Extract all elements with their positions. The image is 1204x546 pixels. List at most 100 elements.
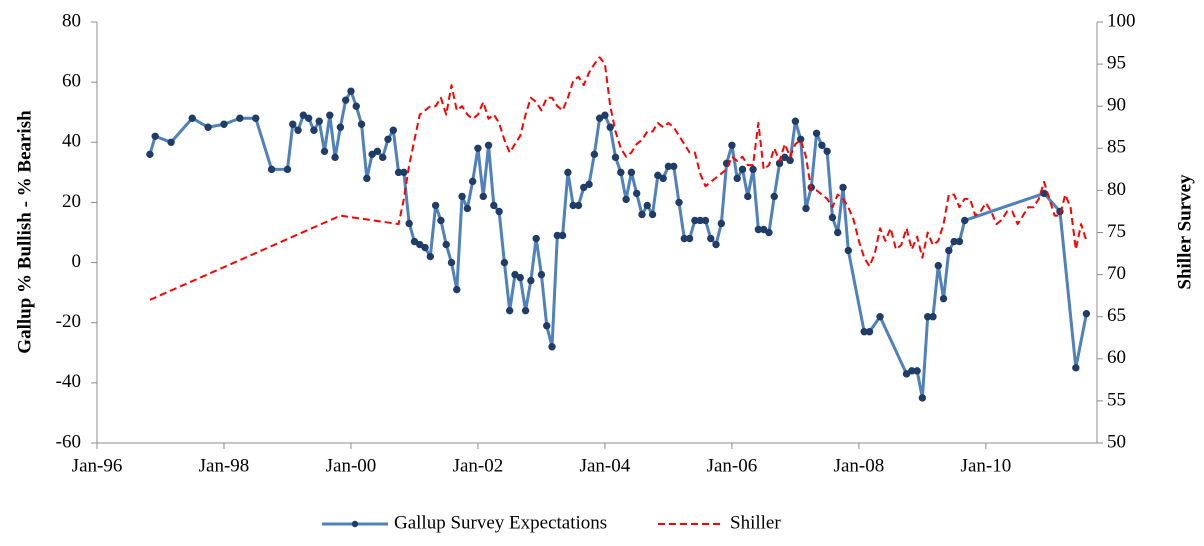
data-point — [437, 216, 445, 225]
data-point — [352, 102, 360, 110]
data-point — [521, 306, 530, 315]
y2-tick-label: 75 — [1107, 221, 1126, 242]
data-point — [770, 192, 778, 201]
data-point — [622, 195, 630, 204]
data-point — [289, 120, 297, 128]
data-point — [294, 126, 302, 134]
data-point — [188, 114, 196, 122]
y2-tick-label: 80 — [1107, 179, 1126, 200]
x-tick-label: Jan-10 — [961, 455, 1012, 476]
data-point — [929, 313, 937, 321]
data-point — [516, 273, 524, 282]
data-point — [786, 156, 794, 165]
data-point — [818, 141, 826, 149]
data-point — [389, 126, 397, 134]
data-point — [934, 261, 942, 270]
data-point — [357, 120, 366, 128]
data-point — [421, 243, 429, 252]
data-point — [220, 120, 228, 128]
y-tick-label: -40 — [56, 371, 81, 392]
data-point — [611, 153, 620, 162]
data-point — [955, 237, 964, 246]
data-point — [945, 246, 953, 255]
x-tick-label: Jan-02 — [453, 455, 504, 476]
data-point — [823, 147, 831, 156]
data-point — [431, 201, 440, 210]
data-point — [876, 313, 884, 321]
data-point — [738, 165, 747, 174]
data-point — [304, 114, 313, 122]
series-line — [149, 56, 1088, 301]
data-point — [961, 216, 969, 225]
data-point — [347, 87, 355, 95]
y2-axis-title: Shiller Survey — [1174, 174, 1195, 290]
y-tick-label: 60 — [62, 71, 81, 92]
data-point — [791, 117, 800, 125]
data-point — [537, 270, 546, 279]
x-tick-label: Jan-00 — [326, 455, 377, 476]
y2-tick-label: 90 — [1107, 95, 1126, 116]
data-point — [500, 258, 509, 267]
data-point — [447, 258, 456, 267]
data-point — [844, 246, 853, 255]
data-point — [606, 123, 614, 131]
data-point — [384, 135, 392, 143]
data-point — [749, 165, 757, 174]
y-tick-label: 20 — [62, 191, 81, 212]
x-tick-label: Jan-06 — [707, 455, 758, 476]
data-point — [379, 153, 387, 162]
data-point — [627, 168, 636, 177]
data-point — [336, 123, 345, 131]
data-point — [405, 219, 413, 228]
data-point — [828, 213, 837, 222]
y-tick-label: 0 — [72, 251, 82, 272]
legend-label: Shiller — [730, 512, 781, 533]
data-point — [939, 294, 948, 303]
data-point — [453, 285, 461, 294]
legend-marker — [351, 520, 359, 528]
data-point — [558, 231, 567, 240]
data-point — [648, 210, 657, 219]
data-point — [728, 141, 736, 149]
data-point — [532, 234, 540, 243]
data-point — [685, 234, 694, 243]
data-point — [744, 192, 752, 201]
data-point — [490, 201, 498, 210]
data-point — [913, 367, 921, 375]
y2-tick-label: 85 — [1107, 137, 1126, 158]
data-point — [495, 207, 503, 216]
data-point — [834, 228, 842, 237]
data-point — [617, 168, 625, 177]
data-point — [146, 150, 154, 159]
data-point — [527, 276, 535, 285]
x-tick-label: Jan-96 — [72, 455, 123, 476]
data-point — [167, 138, 175, 146]
data-point — [585, 180, 593, 189]
data-point — [151, 132, 159, 140]
data-point — [670, 162, 678, 171]
y-tick-label: 80 — [62, 10, 81, 31]
data-point — [283, 165, 292, 174]
y2-tick-label: 70 — [1107, 263, 1126, 284]
y-tick-label: 40 — [62, 131, 81, 152]
data-point — [320, 147, 329, 156]
data-point — [474, 144, 482, 153]
data-point — [341, 96, 350, 104]
y2-tick-label: 100 — [1107, 10, 1136, 31]
data-point — [315, 117, 323, 125]
data-point — [463, 204, 472, 213]
data-point — [326, 111, 334, 119]
y2-tick-label: 60 — [1107, 347, 1126, 368]
y2-tick-label: 95 — [1107, 52, 1126, 73]
data-point — [574, 201, 583, 210]
data-point — [363, 174, 371, 183]
data-point — [632, 189, 641, 198]
y2-tick-label: 65 — [1107, 305, 1126, 326]
data-point — [839, 183, 847, 192]
data-point — [712, 240, 720, 249]
y-tick-label: -20 — [56, 311, 81, 332]
data-point — [236, 114, 244, 122]
data-point — [733, 174, 741, 183]
